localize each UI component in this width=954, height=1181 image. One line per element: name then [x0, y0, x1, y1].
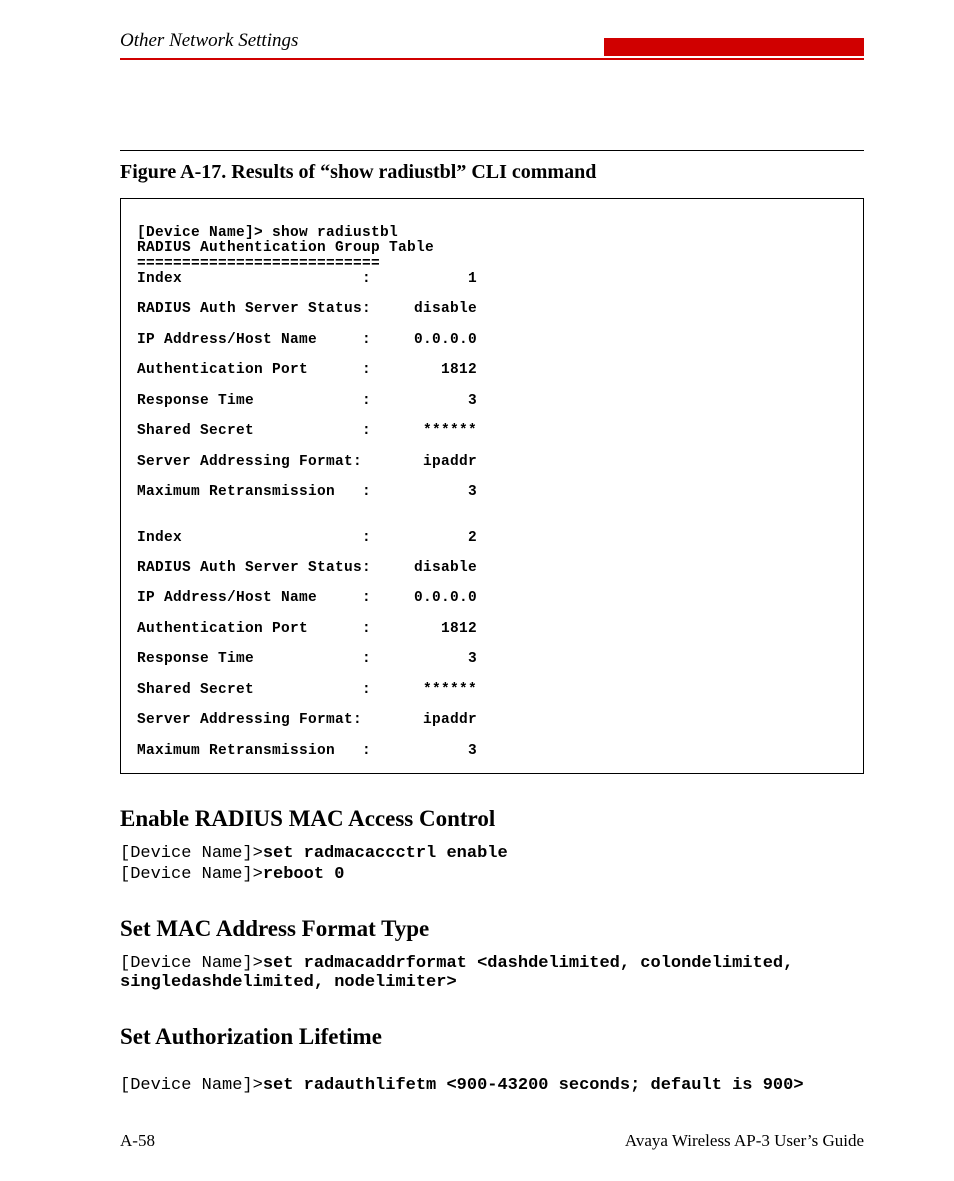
- cli-row: Maximum Retransmission :3: [137, 744, 847, 759]
- figure-caption: Figure A-17. Results of “show radiustbl”…: [120, 161, 864, 184]
- cli-label-retx: Maximum Retransmission: [137, 743, 335, 759]
- section-heading-mac-format: Set MAC Address Format Type: [120, 916, 864, 942]
- cli-gap: [137, 514, 146, 530]
- cli-val: ipaddr: [377, 713, 477, 728]
- cli-val: disable: [377, 302, 477, 317]
- cli-label-status: RADIUS Auth Server Status:: [137, 561, 377, 576]
- cli-row: Server Addressing Format:ipaddr: [137, 713, 847, 728]
- cli-val: ipaddr: [377, 455, 477, 470]
- cli-row: IP Address/Host Name :0.0.0.0: [137, 591, 847, 606]
- cli-val: 1: [377, 272, 477, 287]
- cli-label-rtime: Response Time: [137, 651, 254, 667]
- cli-row: Authentication Port :1812: [137, 622, 847, 637]
- cli-output-box: [Device Name]> show radiustbl RADIUS Aut…: [120, 198, 864, 774]
- cli-val: 0.0.0.0: [377, 591, 477, 606]
- cli-prompt: [Device Name]>: [120, 865, 263, 884]
- section-heading-auth-lifetime: Set Authorization Lifetime: [120, 1024, 864, 1050]
- command-block: [Device Name]>set radmacaddrformat <dash…: [120, 954, 864, 992]
- cli-val: 0.0.0.0: [377, 333, 477, 348]
- cli-label-ip: IP Address/Host Name: [137, 590, 317, 606]
- page-footer: A-58 Avaya Wireless AP-3 User’s Guide: [120, 1131, 864, 1151]
- cli-row: Authentication Port :1812: [137, 363, 847, 378]
- cli-command: set radmacaccctrl enable: [263, 844, 508, 863]
- page-header: Other Network Settings: [120, 30, 864, 60]
- cli-val: 1812: [377, 363, 477, 378]
- cli-label-fmt: Server Addressing Format:: [137, 713, 377, 728]
- cli-command: set radauthlifetm <900-43200 seconds; de…: [263, 1076, 804, 1095]
- cli-row: Response Time :3: [137, 394, 847, 409]
- cli-row: Server Addressing Format:ipaddr: [137, 455, 847, 470]
- cli-row: RADIUS Auth Server Status:disable: [137, 561, 847, 576]
- cli-val: disable: [377, 561, 477, 576]
- cli-val: 3: [377, 485, 477, 500]
- command-block: [Device Name]>set radauthlifetm <900-432…: [120, 1076, 864, 1095]
- cli-row: Index :2: [137, 531, 847, 546]
- cli-prompt: [Device Name]>: [120, 1076, 263, 1095]
- command-block: [Device Name]>set radmacaccctrl enable […: [120, 844, 864, 884]
- cli-label-fmt: Server Addressing Format:: [137, 455, 377, 470]
- cli-label-index: Index: [137, 530, 182, 546]
- command-line: [Device Name]>set radmacaddrformat <dash…: [120, 954, 864, 992]
- cli-label-ip: IP Address/Host Name: [137, 332, 317, 348]
- cli-row: Response Time :3: [137, 652, 847, 667]
- cli-row: Shared Secret :******: [137, 424, 847, 439]
- figure-rule: [120, 150, 864, 151]
- cli-row: IP Address/Host Name :0.0.0.0: [137, 333, 847, 348]
- cli-label-port: Authentication Port: [137, 362, 308, 378]
- cli-label-retx: Maximum Retransmission: [137, 484, 335, 500]
- cli-divider: ===========================: [137, 256, 380, 272]
- cli-label-index: Index: [137, 271, 182, 287]
- cli-val: 1812: [377, 622, 477, 637]
- cli-label-status: RADIUS Auth Server Status:: [137, 302, 377, 317]
- cli-label-secret: Shared Secret: [137, 423, 254, 439]
- cli-val: ******: [377, 683, 477, 698]
- command-line: [Device Name]>set radauthlifetm <900-432…: [120, 1076, 864, 1095]
- header-red-bar: [604, 38, 864, 56]
- cli-prompt: [Device Name]>: [120, 954, 263, 973]
- cli-row: Shared Secret :******: [137, 683, 847, 698]
- cli-prompt: [Device Name]>: [120, 844, 263, 863]
- cli-val: 3: [377, 652, 477, 667]
- cli-val: 3: [377, 394, 477, 409]
- cli-label-rtime: Response Time: [137, 393, 254, 409]
- cli-prompt-line: [Device Name]> show radiustbl: [137, 225, 398, 241]
- command-line: [Device Name]>set radmacaccctrl enable: [120, 844, 864, 863]
- command-line: [Device Name]>reboot 0: [120, 865, 864, 884]
- cli-val: 2: [377, 531, 477, 546]
- cli-val: ******: [377, 424, 477, 439]
- footer-page-number: A-58: [120, 1131, 155, 1151]
- section-heading-radius-mac: Enable RADIUS MAC Access Control: [120, 806, 864, 832]
- header-section-title: Other Network Settings: [120, 30, 298, 52]
- cli-row: Maximum Retransmission :3: [137, 485, 847, 500]
- cli-label-secret: Shared Secret: [137, 682, 254, 698]
- cli-row: Index :1: [137, 272, 847, 287]
- cli-title-line: RADIUS Authentication Group Table: [137, 240, 434, 256]
- cli-command: reboot 0: [263, 865, 345, 884]
- footer-doc-title: Avaya Wireless AP-3 User’s Guide: [625, 1131, 864, 1151]
- cli-val: 3: [377, 744, 477, 759]
- cli-row: RADIUS Auth Server Status:disable: [137, 302, 847, 317]
- cli-label-port: Authentication Port: [137, 621, 308, 637]
